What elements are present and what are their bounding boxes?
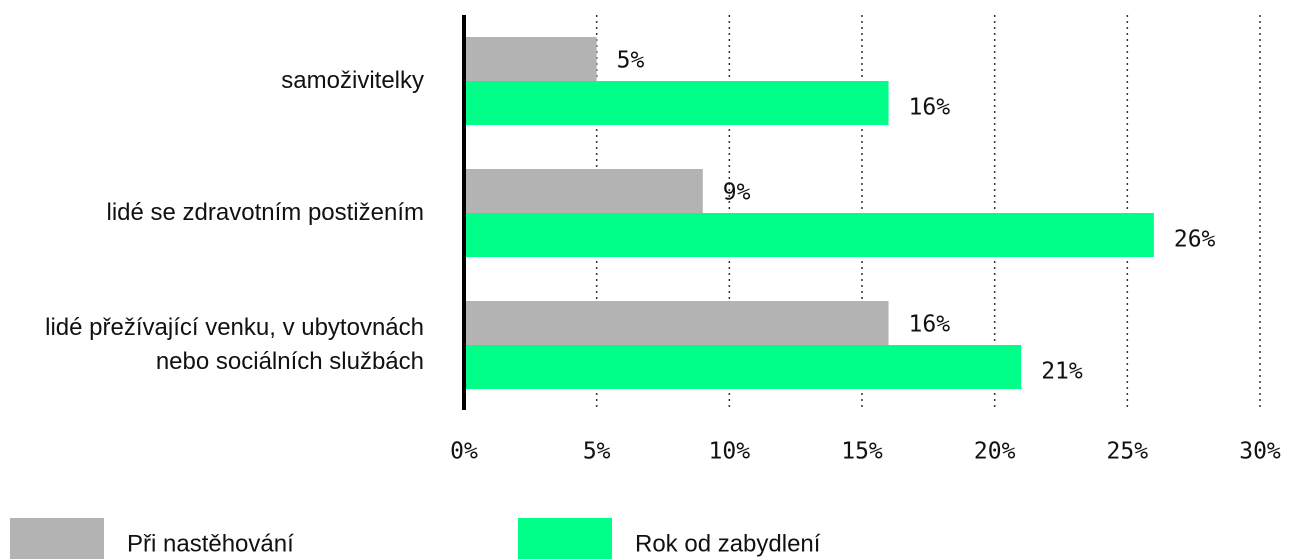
legend-label: Při nastěhování xyxy=(127,530,294,557)
value-label: 26% xyxy=(1174,227,1216,253)
x-tick-label: 15% xyxy=(841,439,883,465)
x-tick-label: 5% xyxy=(583,439,611,465)
category-label: lidé se zdravotním postižením xyxy=(106,199,424,226)
bar xyxy=(464,213,1154,257)
value-label: 16% xyxy=(909,312,951,338)
value-label: 21% xyxy=(1041,359,1083,385)
legend-label: Rok od zabydlení xyxy=(635,530,821,557)
x-tick-label: 20% xyxy=(974,439,1016,465)
x-tick-label: 30% xyxy=(1239,439,1281,465)
bar xyxy=(464,37,597,81)
x-tick-label: 25% xyxy=(1107,439,1149,465)
bar xyxy=(464,301,889,345)
x-tick-label: 10% xyxy=(709,439,751,465)
bar xyxy=(464,81,889,125)
legend-swatch xyxy=(518,518,612,559)
bar xyxy=(464,345,1022,389)
value-label: 5% xyxy=(617,48,645,74)
legend-swatch xyxy=(10,518,104,559)
value-label: 16% xyxy=(909,95,951,121)
category-label: lidé přežívající venku, v ubytovnách neb… xyxy=(45,314,424,375)
bar xyxy=(464,169,703,213)
value-label: 9% xyxy=(723,180,751,206)
x-tick-label: 0% xyxy=(450,439,478,465)
category-label: samoživitelky xyxy=(281,67,424,94)
